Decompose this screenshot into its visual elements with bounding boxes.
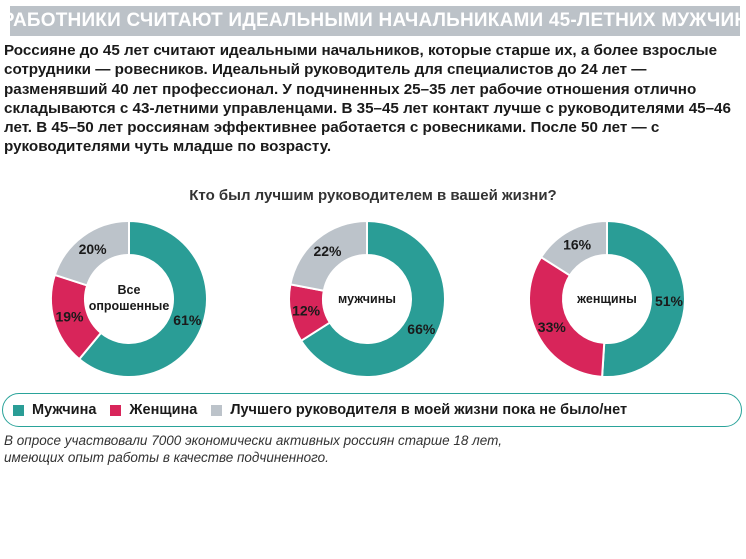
donut-segment-male bbox=[299, 219, 446, 378]
intro-paragraph: Россияне до 45 лет считают идеальными на… bbox=[4, 42, 731, 156]
legend-swatch-female bbox=[110, 404, 122, 416]
donut-segment-male bbox=[77, 219, 208, 378]
charts-area: Все опрошенные 61% 19% 20% мужчины 66% 1… bbox=[50, 219, 686, 378]
legend-swatch-male bbox=[13, 404, 24, 416]
legend-swatch-none bbox=[211, 404, 223, 416]
pct-label-male: 51% bbox=[655, 293, 684, 309]
legend-label-none: Лучшего руководителя в моей жизни пока н… bbox=[230, 402, 628, 418]
center-label-women: женщины bbox=[576, 292, 637, 306]
donut-segment-female bbox=[528, 255, 606, 378]
legend-item-female: Женщина bbox=[110, 402, 197, 418]
footnote: В опросе участвовали 7000 экономически а… bbox=[4, 432, 604, 466]
donut-segment-none bbox=[289, 219, 368, 292]
footnote-line-1: В опросе участвовали 7000 экономически а… bbox=[4, 433, 502, 448]
chart-question: Кто был лучшим руководителем в вашей жиз… bbox=[189, 187, 557, 204]
donut-chart-all: Все опрошенные 61% 19% 20% bbox=[50, 219, 208, 378]
legend: Мужчина Женщина Лучшего руководителя в м… bbox=[2, 393, 742, 427]
donut-segment-none bbox=[53, 219, 130, 287]
legend-label-female: Женщина bbox=[129, 402, 198, 418]
donut-segment-male bbox=[601, 219, 686, 378]
donut-segment-none bbox=[539, 219, 608, 277]
pct-label-none: 22% bbox=[313, 243, 342, 259]
pct-label-none: 16% bbox=[563, 237, 592, 253]
pct-label-female: 33% bbox=[538, 319, 567, 335]
legend-item-none: Лучшего руководителя в моей жизни пока н… bbox=[211, 402, 627, 418]
pct-label-male: 61% bbox=[173, 312, 202, 328]
donut-chart-women: женщины 51% 33% 16% bbox=[528, 219, 686, 378]
pct-label-female: 19% bbox=[55, 308, 84, 324]
legend-label-male: Мужчина bbox=[32, 402, 97, 418]
center-label-all-line2: опрошенные bbox=[89, 299, 170, 313]
footnote-line-2: имеющих опыт работы в качестве подчиненн… bbox=[4, 450, 329, 465]
title-bar: РАБОТНИКИ СЧИТАЮТ ИДЕАЛЬНЫМИ НАЧАЛЬНИКАМ… bbox=[2, 6, 746, 36]
legend-item-male: Мужчина bbox=[13, 402, 96, 418]
pct-label-male: 66% bbox=[407, 321, 436, 337]
pct-label-none: 20% bbox=[79, 241, 108, 257]
center-label-men: мужчины bbox=[338, 292, 396, 306]
page-title: РАБОТНИКИ СЧИТАЮТ ИДЕАЛЬНЫМИ НАЧАЛЬНИКАМ… bbox=[1, 10, 746, 31]
donut-chart-men: мужчины 66% 12% 22% bbox=[288, 219, 446, 378]
center-label-all-line1: Все bbox=[118, 283, 141, 297]
pct-label-female: 12% bbox=[292, 303, 321, 319]
